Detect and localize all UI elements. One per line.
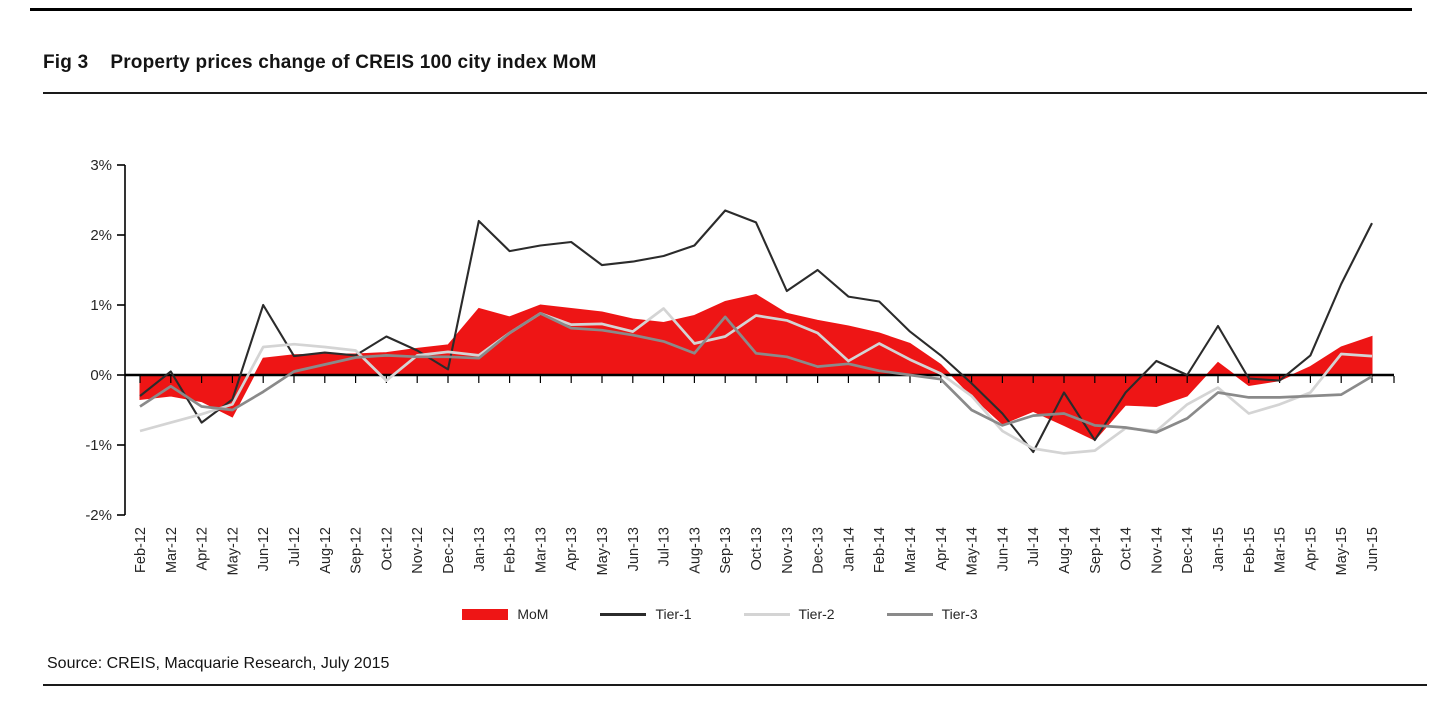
x-tick-label: Oct-14 — [1119, 527, 1135, 571]
x-tick-label: Jul-14 — [1026, 527, 1042, 567]
x-tick-label: Jan-13 — [472, 527, 488, 571]
x-tick-label: Feb-14 — [872, 527, 888, 573]
x-tick-label: Sep-14 — [1088, 527, 1104, 574]
legend-item-tier-2: Tier-2 — [743, 606, 835, 622]
x-tick-label: Dec-13 — [811, 527, 827, 574]
x-tick-label: Jun-15 — [1365, 527, 1381, 571]
x-tick-label: Jun-14 — [995, 527, 1011, 571]
bottom-rule — [43, 684, 1427, 686]
x-tick-label: Sep-13 — [718, 527, 734, 574]
legend-item-mom: MoM — [462, 606, 548, 622]
x-tick-label: Feb-15 — [1242, 527, 1258, 573]
x-tick-label: Nov-13 — [780, 527, 796, 574]
y-tick-label: -2% — [85, 507, 112, 524]
x-tick-label: Dec-14 — [1180, 527, 1196, 574]
x-tick-label: Mar-13 — [533, 527, 549, 573]
x-tick-label: Sep-12 — [349, 527, 365, 574]
x-tick-label: Aug-14 — [1057, 527, 1073, 574]
legend-label-tier-3: Tier-3 — [941, 606, 978, 622]
chart-area: 3% 2% 1% 0% -1% -2% Feb-12 Mar-12 Apr-12 May-12 Ju… — [85, 157, 1395, 575]
figure-header: Fig 3 Property prices change of CREIS 10… — [43, 52, 597, 74]
x-tick-label: Apr-12 — [195, 527, 211, 571]
figure-label: Fig 3 — [43, 52, 89, 73]
y-tick-label: -1% — [85, 437, 112, 454]
y-tick-label: 2% — [90, 227, 112, 244]
tier-1-line-series — [139, 209, 1373, 454]
y-tick-label: 0% — [90, 367, 112, 384]
x-tick-label: Jul-12 — [287, 527, 303, 567]
x-tick-label: May-13 — [595, 527, 611, 575]
tier-3-line-series — [139, 312, 1373, 434]
title-rule — [43, 92, 1427, 94]
legend-item-tier-1: Tier-1 — [600, 606, 692, 622]
x-tick-label: Mar-12 — [164, 527, 180, 573]
x-tick-label: Feb-13 — [503, 527, 519, 573]
chart-legend: MoM Tier-1 Tier-2 Tier-3 — [0, 606, 1440, 622]
y-tick-label: 3% — [90, 157, 112, 174]
x-tick-label: Aug-13 — [687, 527, 703, 574]
x-axis — [125, 373, 1395, 383]
x-tick-label: Jun-13 — [626, 527, 642, 571]
x-tick-label: Jan-14 — [841, 527, 857, 571]
x-tick-labels: Feb-12 Mar-12 Apr-12 May-12 Jun-12 Jul-12 Aug-… — [133, 527, 1381, 575]
x-tick-label: Dec-12 — [441, 527, 457, 574]
x-tick-label: May-15 — [1334, 527, 1350, 575]
x-tick-label: Mar-14 — [903, 527, 919, 573]
legend-label-mom: MoM — [517, 606, 549, 622]
legend-label-tier-2: Tier-2 — [798, 606, 835, 622]
x-tick-label: Nov-12 — [410, 527, 426, 574]
x-tick-label: Jun-12 — [256, 527, 272, 571]
legend-swatch-tier-3 — [886, 612, 933, 616]
y-axis: 3% 2% 1% 0% -1% -2% — [85, 157, 126, 524]
x-tick-label: Jul-13 — [657, 527, 673, 567]
legend-swatch-mom — [462, 608, 509, 620]
y-tick-label: 1% — [90, 297, 112, 314]
page-title: Property prices change of CREIS 100 city… — [110, 52, 597, 73]
source-text: Source: CREIS, Macquarie Research, July … — [47, 655, 390, 672]
legend-item-tier-3: Tier-3 — [886, 606, 978, 622]
x-tick-label: Aug-12 — [318, 527, 334, 574]
chart-svg: 3% 2% 1% 0% -1% -2% Feb-12 Mar-12 Apr-12 May-12 Ju… — [85, 157, 1395, 575]
x-tick-label: Jan-15 — [1211, 527, 1227, 571]
x-tick-label: Apr-15 — [1303, 527, 1319, 571]
legend-swatch-tier-2 — [743, 612, 790, 616]
x-tick-label: Feb-12 — [133, 527, 149, 573]
x-tick-label: Apr-13 — [564, 527, 580, 571]
x-tick-label: Apr-14 — [934, 527, 950, 571]
x-tick-label: Oct-12 — [379, 527, 395, 571]
x-tick-label: May-12 — [225, 527, 241, 575]
tier-2-line-series — [139, 307, 1373, 455]
legend-swatch-tier-1 — [600, 612, 647, 616]
x-tick-label: May-14 — [965, 527, 981, 575]
top-rule — [30, 8, 1412, 11]
x-tick-label: Oct-13 — [749, 527, 765, 571]
x-tick-label: Mar-15 — [1273, 527, 1289, 573]
x-tick-label: Nov-14 — [1149, 527, 1165, 574]
legend-label-tier-1: Tier-1 — [655, 606, 692, 622]
